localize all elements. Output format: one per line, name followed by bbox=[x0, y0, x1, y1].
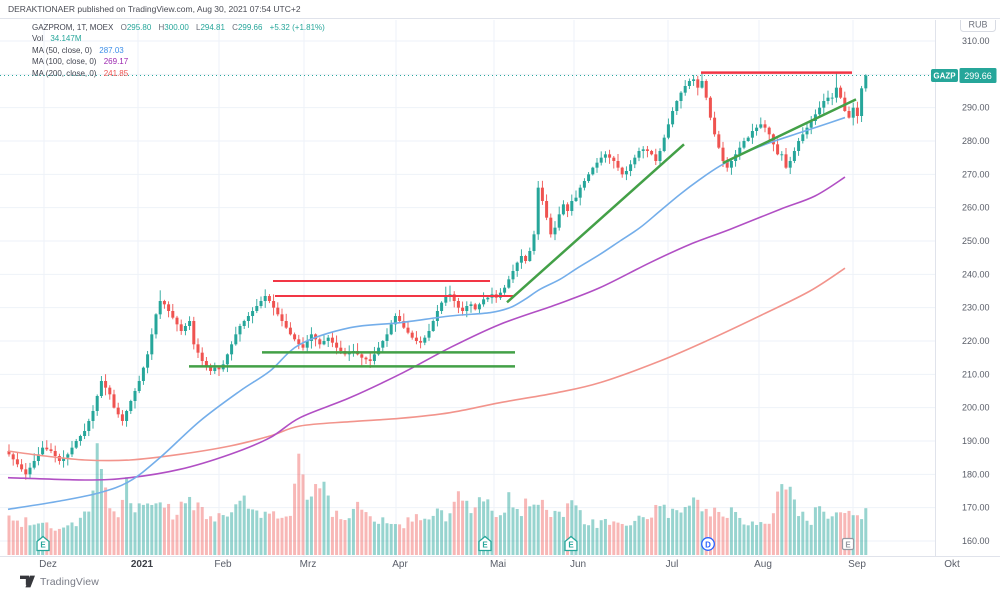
svg-text:E: E bbox=[40, 541, 46, 550]
svg-text:230.00: 230.00 bbox=[962, 303, 990, 313]
legend-ma100-row[interactable]: MA (100, close, 0) 269.17 bbox=[32, 56, 325, 67]
svg-text:E: E bbox=[845, 541, 851, 550]
svg-text:E: E bbox=[482, 541, 488, 550]
high-label: H bbox=[158, 23, 165, 32]
legend-symbol-row[interactable]: GAZPROM, 1T, MOEX O295.80 H300.00 L294.8… bbox=[32, 22, 325, 33]
ma50-label: MA (50, close, 0) bbox=[32, 45, 93, 55]
candlesticks bbox=[7, 72, 868, 480]
svg-text:200.00: 200.00 bbox=[962, 403, 990, 413]
low-value: 294.81 bbox=[200, 23, 225, 32]
ma200-label: MA (200, close, 0) bbox=[32, 68, 97, 78]
last-price-badge bbox=[959, 67, 997, 83]
chart-area[interactable]: 160.00 170.00 180.00 190.00 200.00 210.00 220.… bbox=[0, 20, 1000, 574]
close-value: 299.66 bbox=[237, 23, 263, 32]
svg-text:250.00: 250.00 bbox=[962, 236, 990, 246]
svg-text:2021: 2021 bbox=[131, 559, 154, 570]
svg-text:E: E bbox=[568, 541, 574, 550]
ma100-label: MA (100, close, 0) bbox=[32, 57, 97, 67]
drawn-lines bbox=[189, 71, 857, 368]
svg-text:299.66: 299.66 bbox=[964, 71, 992, 81]
earnings-upcoming-marker-icon[interactable]: E bbox=[841, 537, 855, 551]
legend: GAZPROM, 1T, MOEX O295.80 H300.00 L294.8… bbox=[32, 22, 325, 79]
svg-text:Mai: Mai bbox=[490, 559, 506, 570]
tradingview-brand[interactable]: TradingView bbox=[40, 575, 99, 588]
ma200-line bbox=[7, 267, 846, 462]
volume-value: 34.147M bbox=[50, 34, 82, 44]
svg-text:Dez: Dez bbox=[39, 559, 57, 570]
attribution-text: DERAKTIONAER published on TradingView.co… bbox=[8, 4, 301, 14]
ma200-value: 241.85 bbox=[103, 68, 129, 78]
legend-ma50-row[interactable]: MA (50, close, 0) 287.03 bbox=[32, 45, 325, 56]
svg-text:190.00: 190.00 bbox=[962, 436, 990, 446]
svg-text:Feb: Feb bbox=[214, 559, 232, 570]
ma100-value: 269.17 bbox=[103, 57, 129, 67]
time-axis[interactable]: Dez 2021 Feb Mrz Apr Mai Jun Jul Aug Sep Okt bbox=[39, 559, 960, 570]
dividend-marker-icon[interactable]: D bbox=[701, 537, 715, 551]
change-value: +5.32 (+1.81%) bbox=[269, 23, 325, 32]
svg-text:270.00: 270.00 bbox=[962, 169, 990, 179]
svg-text:Okt: Okt bbox=[944, 559, 960, 570]
svg-text:Jun: Jun bbox=[570, 559, 586, 570]
price-chart-canvas[interactable]: 160.00 170.00 180.00 190.00 200.00 210.00 220.… bbox=[0, 20, 1000, 574]
axes bbox=[0, 20, 1000, 557]
svg-text:Aug: Aug bbox=[754, 559, 772, 570]
svg-text:GAZP: GAZP bbox=[933, 71, 956, 80]
legend-ma200-row[interactable]: MA (200, close, 0) 241.85 bbox=[32, 68, 325, 79]
svg-text:Apr: Apr bbox=[392, 559, 408, 570]
currency-badge: RUB bbox=[968, 20, 987, 30]
earnings-marker-icon[interactable]: E bbox=[564, 535, 578, 552]
open-label: O bbox=[120, 23, 127, 32]
svg-text:280.00: 280.00 bbox=[962, 136, 990, 146]
high-value: 300.00 bbox=[164, 23, 189, 32]
svg-text:240.00: 240.00 bbox=[962, 269, 990, 279]
svg-text:290.00: 290.00 bbox=[962, 103, 990, 113]
svg-text:310.00: 310.00 bbox=[962, 36, 990, 46]
footer: TradingView bbox=[20, 572, 99, 591]
ma100-line bbox=[7, 176, 846, 481]
svg-text:210.00: 210.00 bbox=[962, 369, 990, 379]
svg-text:160.00: 160.00 bbox=[962, 536, 990, 546]
earnings-marker-icon[interactable]: E bbox=[36, 535, 50, 552]
svg-text:170.00: 170.00 bbox=[962, 503, 990, 513]
earnings-marker-icon[interactable]: E bbox=[478, 535, 492, 552]
price-axis[interactable]: 160.00 170.00 180.00 190.00 200.00 210.00 220.… bbox=[931, 20, 997, 546]
symbol-price-chip bbox=[931, 68, 958, 82]
open-value: 295.80 bbox=[126, 23, 152, 32]
svg-text:260.00: 260.00 bbox=[962, 203, 990, 213]
close-label: C bbox=[232, 23, 238, 32]
svg-text:220.00: 220.00 bbox=[962, 336, 990, 346]
ma50-line bbox=[7, 116, 846, 511]
svg-text:Jul: Jul bbox=[666, 559, 679, 570]
svg-text:180.00: 180.00 bbox=[962, 469, 990, 479]
legend-volume-row[interactable]: Vol 34.147M bbox=[32, 33, 325, 44]
svg-text:Sep: Sep bbox=[848, 559, 866, 570]
volume-label: Vol bbox=[32, 34, 44, 44]
grid-lines bbox=[0, 20, 935, 556]
symbol-title: GAZPROM, 1T, MOEX bbox=[32, 23, 114, 32]
svg-text:D: D bbox=[705, 541, 711, 550]
attribution-bar: DERAKTIONAER published on TradingView.co… bbox=[0, 0, 1000, 19]
ma50-value: 287.03 bbox=[99, 45, 124, 55]
svg-text:Mrz: Mrz bbox=[300, 559, 317, 570]
tradingview-logo-icon[interactable] bbox=[20, 575, 35, 588]
volume-bars bbox=[7, 443, 868, 555]
low-label: L bbox=[196, 23, 201, 32]
